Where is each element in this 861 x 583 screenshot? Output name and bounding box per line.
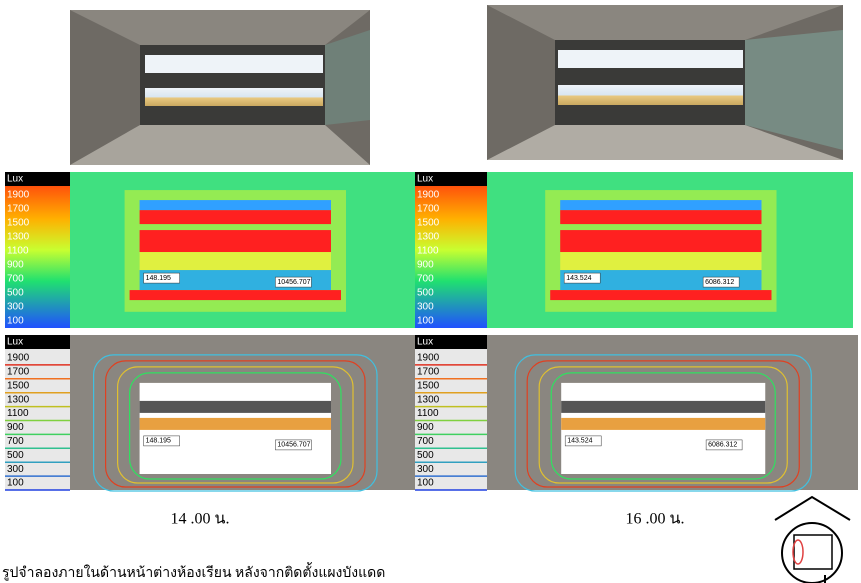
page: Lux 1900 1700 1500 1300 1100 900 700 500 300 100 14… <box>0 0 861 583</box>
legend-level: 1500 <box>417 218 440 229</box>
legend-level: 1300 <box>7 232 30 243</box>
legend-level: 1700 <box>7 366 30 377</box>
legend-unit: Lux <box>417 337 433 348</box>
legend-level: 300 <box>417 464 434 475</box>
legend-level: 100 <box>7 478 24 489</box>
heat-band <box>560 200 761 210</box>
legend-level: 700 <box>7 436 24 447</box>
window-band <box>140 418 331 430</box>
render-photo <box>487 5 843 160</box>
time-caption: 14 .00 น. <box>171 511 230 528</box>
legend-level: 300 <box>417 302 434 313</box>
reading-label: 10456.707 <box>277 279 310 286</box>
reading-label: 143.524 <box>567 438 592 445</box>
legend-level: 1100 <box>417 408 439 419</box>
legend-level: 1300 <box>7 394 30 405</box>
time-caption: 16 .00 น. <box>626 511 685 528</box>
legend-level: 900 <box>417 260 434 271</box>
heat-band <box>140 252 331 270</box>
legend-level: 900 <box>7 422 24 433</box>
render-photo <box>70 10 370 165</box>
orientation-icon <box>775 497 850 583</box>
legend-level: 1300 <box>417 232 440 243</box>
legend-level: 1700 <box>417 366 440 377</box>
window-band <box>561 401 765 413</box>
legend-level: 1100 <box>7 246 29 257</box>
legend-level: 1100 <box>7 408 29 419</box>
legend-unit: Lux <box>7 174 23 185</box>
legend-level: 900 <box>7 260 24 271</box>
legend-level: 1700 <box>7 204 30 215</box>
heat-band <box>560 230 761 252</box>
figure-caption: รูปจำลองภายในด้านหน้าต่างห้องเรียน หลังจ… <box>2 562 385 581</box>
window-band <box>561 418 765 430</box>
heatmap-panel: Lux 1900 1700 1500 1300 1100 900 700 500 300 100 14… <box>415 172 853 328</box>
legend-level: 500 <box>7 288 24 299</box>
heat-band <box>140 230 331 252</box>
legend-level: 100 <box>417 478 434 489</box>
legend-level: 100 <box>7 316 24 327</box>
legend-level: 300 <box>7 464 24 475</box>
reading-label: 6086.312 <box>705 279 734 286</box>
legend-level: 1500 <box>7 380 30 391</box>
legend-level: 1300 <box>417 394 440 405</box>
heat-band <box>560 210 761 224</box>
heat-floor <box>130 290 341 300</box>
legend-unit: Lux <box>417 174 433 185</box>
legend-level: 700 <box>417 274 434 285</box>
reading-label: 148.195 <box>146 275 171 282</box>
legend-level: 1500 <box>417 380 440 391</box>
heatmap-panel: Lux 1900 1700 1500 1300 1100 900 700 500 300 100 14… <box>5 172 418 328</box>
heat-floor <box>550 290 771 300</box>
legend-level: 500 <box>7 450 24 461</box>
legend-level: 1900 <box>417 353 440 364</box>
reading-label: 6086.312 <box>708 442 737 449</box>
contour-panel: Lux 1900 1700 1500 1300 1100 900 700 500 300 100 14… <box>5 335 418 491</box>
figure: Lux 1900 1700 1500 1300 1100 900 700 500 300 100 14… <box>0 0 861 583</box>
legend-level: 1900 <box>417 190 440 201</box>
legend-level: 1900 <box>7 353 30 364</box>
legend-level: 100 <box>417 316 434 327</box>
heat-band <box>560 252 761 270</box>
legend-unit: Lux <box>7 337 23 348</box>
heat-band <box>140 210 331 224</box>
reading-label: 148.195 <box>146 438 171 445</box>
legend-level: 1500 <box>7 218 30 229</box>
legend-level: 1900 <box>7 190 30 201</box>
window-band <box>140 401 331 413</box>
legend-level: 700 <box>417 436 434 447</box>
heat-band <box>140 200 331 210</box>
legend-level: 700 <box>7 274 24 285</box>
reading-label: 10456.707 <box>277 442 310 449</box>
legend-level: 900 <box>417 422 434 433</box>
legend-level: 1700 <box>417 204 440 215</box>
reading-label: 143.524 <box>566 275 591 282</box>
legend-level: 300 <box>7 302 24 313</box>
legend-level: 500 <box>417 288 434 299</box>
legend-level: 1100 <box>417 246 439 257</box>
legend-level: 500 <box>417 450 434 461</box>
contour-panel: Lux 1900 1700 1500 1300 1100 900 700 500 300 100 14… <box>415 335 858 491</box>
